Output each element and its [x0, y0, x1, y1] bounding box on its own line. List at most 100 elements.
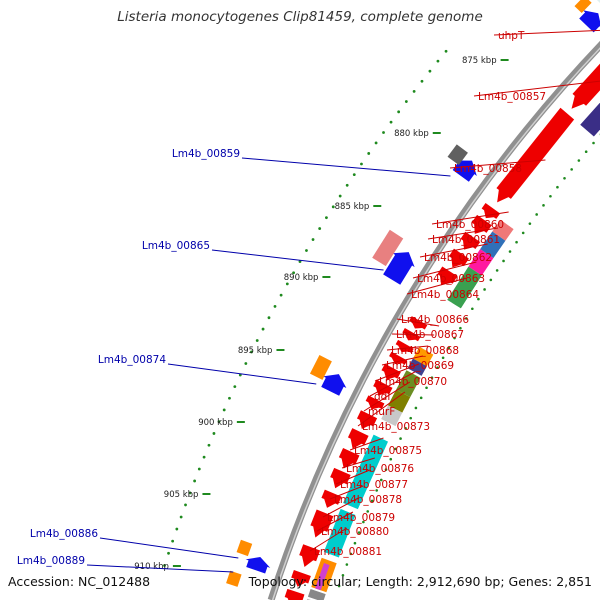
gene-labels: uhpT Lm4b_00857 Lm4b_00858 Lm4b_00860 Lm4b_0…: [17, 30, 546, 567]
gene-arrow: [347, 428, 369, 449]
tick-dot: [175, 527, 179, 531]
gene-label: Lm4b_00873: [362, 421, 430, 433]
tick-dot: [382, 131, 385, 134]
tick-dot: [425, 386, 428, 390]
tick-dot: [163, 564, 166, 567]
gene-label: Lm4b_00881: [314, 546, 382, 558]
gene-label: Lm4b_00875: [354, 445, 422, 457]
scale-label: 885 kbp: [335, 202, 370, 212]
gene-block: [236, 539, 253, 557]
leader-line: [493, 29, 600, 36]
tick-dot: [318, 227, 322, 230]
tick-dot: [389, 120, 393, 124]
gene-block: [452, 273, 480, 309]
gene-label: Lm4b_00886: [30, 528, 98, 540]
tick-dot: [370, 499, 374, 503]
gene-label: Lm4b_00866: [401, 314, 469, 326]
scale-label: 910 kbp: [134, 562, 169, 572]
leader-line: [406, 277, 467, 295]
tick-dot: [193, 479, 197, 483]
tick-dot: [447, 346, 451, 350]
gene-block: [396, 370, 421, 398]
leader-line: [167, 363, 317, 385]
tick-dot: [261, 327, 265, 331]
tick-dot: [508, 250, 512, 253]
leader-line: [391, 333, 435, 336]
tick-dot: [556, 185, 559, 189]
leader-line: [363, 381, 411, 412]
tick-dot: [563, 176, 566, 180]
tick-dot: [394, 447, 397, 451]
map-title: Listeria monocytogenes Clip81459, comple…: [117, 9, 483, 25]
tick-dot: [171, 539, 175, 543]
gene-arrow: [437, 266, 458, 286]
label-leaders: [86, 29, 600, 573]
scale-label: 905 kbp: [164, 490, 199, 500]
tick-dot: [584, 150, 588, 154]
leader-line: [374, 363, 420, 382]
tick-dot: [549, 194, 552, 198]
gene-block: [412, 346, 434, 367]
tick-dot: [570, 168, 573, 171]
gene-label: Lm4b_00868: [391, 345, 459, 357]
tick-dot: [483, 288, 486, 291]
leader-line: [316, 511, 354, 532]
leader-line: [211, 249, 384, 271]
leader-line: [241, 157, 451, 177]
gene-label: Lm4b_00880: [321, 526, 389, 538]
tick-dot: [298, 260, 302, 264]
tick-dot: [409, 416, 413, 420]
leader-line: [322, 497, 359, 518]
tick-dot: [465, 317, 468, 320]
gene-arrow: [310, 509, 334, 538]
tick-dot: [367, 152, 371, 155]
tick-dot: [419, 396, 423, 400]
tick-dot: [404, 100, 408, 103]
gene-block: [492, 219, 514, 241]
gene-arrow: [395, 339, 414, 354]
tick-dot: [222, 408, 226, 412]
leader-line: [369, 371, 416, 397]
gene-arrow: [571, 63, 600, 109]
tick-dot: [389, 457, 393, 461]
leader-line: [335, 469, 370, 485]
accession-text: Accession: NC_012488: [8, 574, 151, 589]
tick-dot: [397, 110, 401, 114]
gene-arrow: [460, 231, 481, 250]
tick-dot: [414, 406, 418, 410]
gene-block: [381, 405, 403, 427]
scale-label: 900 kbp: [198, 418, 233, 428]
tick-dot: [233, 385, 237, 389]
gene-arrow: [365, 395, 385, 410]
tick-dot: [345, 563, 349, 566]
tick-dot: [217, 420, 221, 424]
gene-arrow: [381, 363, 401, 380]
tick-dot: [592, 141, 595, 145]
tick-dot: [453, 336, 456, 340]
scale-label: 875 kbp: [462, 56, 497, 66]
gene-label: Lm4b_00878: [334, 494, 402, 506]
gene-block: [307, 588, 326, 600]
tick-dot: [375, 489, 378, 492]
leader-line: [473, 80, 600, 97]
tick-dot: [459, 326, 462, 330]
gene-arrow: [389, 351, 408, 365]
gene-label: Lm4b_00864: [411, 289, 479, 301]
tick-dot: [311, 238, 315, 241]
gene-block: [309, 354, 332, 380]
feature-tracks: [226, 0, 600, 600]
tick-dot: [352, 173, 356, 177]
tick-dot: [349, 552, 353, 556]
gene-label: Lm4b_00876: [346, 463, 414, 475]
tick-dot: [250, 350, 253, 354]
gene-arrow: [496, 107, 575, 203]
leader-line: [309, 527, 348, 552]
genome-summary-text: Topology: circular; Length: 2,912,690 bp…: [248, 574, 592, 589]
leader-line: [357, 391, 406, 427]
gene-arrow: [321, 374, 347, 396]
scale-label: 890 kbp: [284, 273, 319, 283]
tick-dot: [184, 503, 187, 507]
gene-label: Lm4b_00860: [436, 219, 504, 231]
gene-block: [323, 508, 356, 558]
